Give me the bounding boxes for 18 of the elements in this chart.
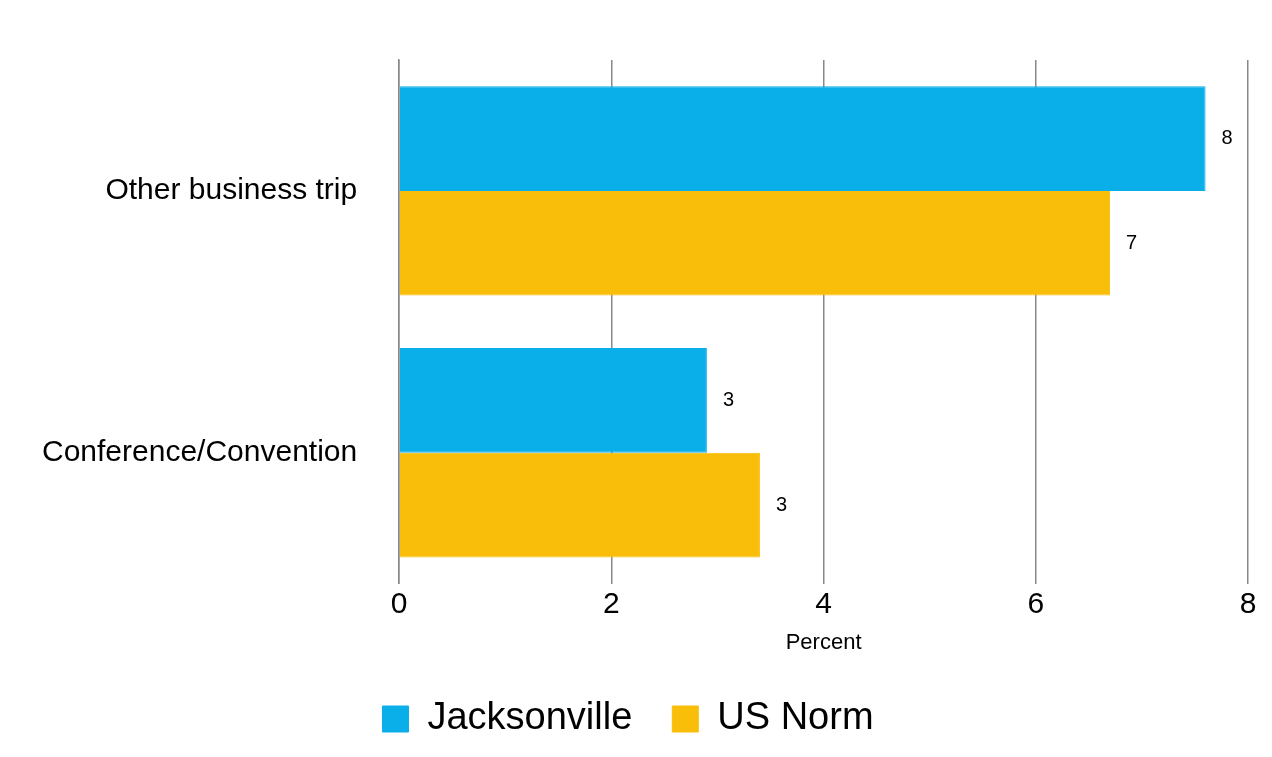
bar [399,190,1111,296]
data-label: 3 [722,387,735,410]
x-tick-label: 4 [815,585,832,619]
x-tick-label: 8 [1239,585,1257,619]
bar [399,347,707,453]
legend-label: US Norm [717,695,874,738]
legend-label: Jacksonville [427,695,633,738]
x-axis-title: Percent [785,628,862,654]
y-tick-label: Other business trip [105,172,358,206]
bar [399,452,760,558]
data-label: 8 [1221,126,1233,149]
x-tick-label: 0 [390,585,408,619]
bar [399,86,1206,191]
data-label: 3 [775,492,788,515]
x-tick-label: 2 [603,585,620,619]
x-tick-label: 6 [1027,585,1045,619]
data-label: 7 [1126,230,1138,253]
y-tick-label: Conference/Convention [41,433,358,467]
